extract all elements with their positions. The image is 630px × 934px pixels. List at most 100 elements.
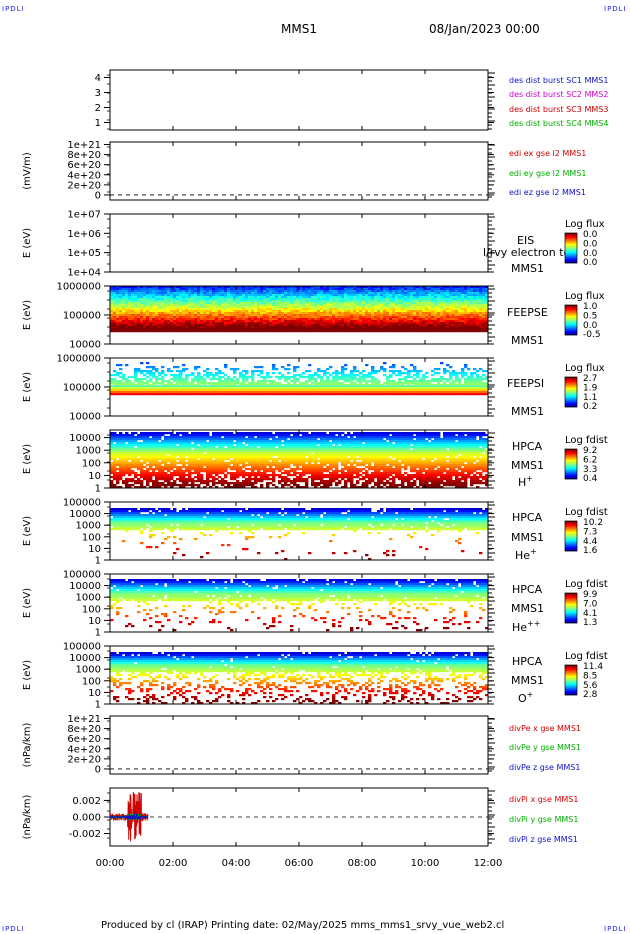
colorbar-step xyxy=(565,308,577,310)
colorbar-step xyxy=(565,605,577,607)
ylabel: E (eV) xyxy=(22,228,33,258)
instrument-name: HPCA xyxy=(512,511,543,524)
colorbar-step xyxy=(565,531,577,533)
ytick-label: 1 xyxy=(95,628,101,639)
colorbar-step xyxy=(565,330,577,332)
colorbar-step xyxy=(565,677,577,679)
colorbar-step xyxy=(565,682,577,684)
colorbar-step xyxy=(565,463,577,465)
colorbar-step xyxy=(565,550,577,552)
colorbar-step xyxy=(565,244,577,246)
colorbar-step xyxy=(565,614,577,616)
species-label: H+ xyxy=(518,474,533,489)
colorbar-step xyxy=(565,611,577,613)
ytick-label: 100000 xyxy=(63,498,101,509)
colorbar-label: 11.4 xyxy=(583,662,603,672)
colorbar-step xyxy=(565,537,577,539)
colorbar-step xyxy=(565,321,577,323)
xtick-label: 02:00 xyxy=(159,858,188,869)
colorbar-step xyxy=(565,305,577,307)
colorbar-step xyxy=(565,464,577,466)
ytick-label: 0.000 xyxy=(72,813,101,824)
colorbar-step xyxy=(565,316,577,318)
colorbar-step xyxy=(565,326,577,328)
colorbar-step xyxy=(565,250,577,252)
instrument-name: HPCA xyxy=(512,583,543,596)
ytick-label: 1 xyxy=(95,700,101,711)
panel-frame xyxy=(109,213,489,273)
ytick-label: 6e+20 xyxy=(67,734,101,745)
colorbar-step xyxy=(565,400,577,402)
colorbar-step xyxy=(565,528,577,530)
footer-text: Produced by cl (IRAP) Printing date: 02/… xyxy=(101,920,505,931)
colorbar-step xyxy=(565,521,577,523)
ytick-label: 100 xyxy=(82,458,101,469)
colorbar-step xyxy=(565,610,577,612)
colorbar-step xyxy=(565,467,577,469)
colorbar-step xyxy=(565,462,577,464)
colorbar-step xyxy=(565,325,577,327)
colorbar-step xyxy=(565,533,577,535)
colorbar-step xyxy=(565,398,577,400)
colorbar-step xyxy=(565,320,577,322)
colorbar-step xyxy=(565,394,577,396)
colorbar-step xyxy=(565,688,577,690)
colorbar-title: Log flux xyxy=(565,363,605,374)
colorbar-step xyxy=(565,382,577,384)
colorbar-step xyxy=(565,538,577,540)
colorbar-step xyxy=(565,456,577,458)
colorbar-step xyxy=(565,310,577,312)
colorbar-step xyxy=(565,670,577,672)
colorbar-step xyxy=(565,469,577,471)
colorbar-step xyxy=(565,388,577,390)
instrument-name: MMS1 xyxy=(511,531,544,544)
colorbar-label: 9.2 xyxy=(583,446,597,456)
colorbar-step xyxy=(565,395,577,397)
species-label: He+ xyxy=(515,547,537,562)
colorbar-step xyxy=(565,471,577,473)
colorbar-frame xyxy=(564,448,578,480)
colorbar-step xyxy=(565,540,577,542)
instrument-name: MMS1 xyxy=(511,405,544,418)
colorbar-step xyxy=(565,668,577,670)
colorbar-step xyxy=(565,255,577,257)
ytick-label: 100000 xyxy=(63,642,101,653)
colorbar-label: 1.9 xyxy=(583,383,598,393)
colorbar-step xyxy=(565,609,577,611)
legend-entry: des dist burst SC1 MMS1 xyxy=(509,76,608,85)
ytick-label: 8e+20 xyxy=(67,150,101,161)
colorbar-label: 8.5 xyxy=(583,671,597,681)
colorbar-step xyxy=(565,667,577,669)
colorbar-title: Log fdist xyxy=(565,651,608,662)
colorbar-step xyxy=(565,475,577,477)
colorbar-step xyxy=(565,599,577,601)
ylabel: E (eV) xyxy=(22,516,33,546)
colorbar-label: 1.1 xyxy=(583,393,597,403)
colorbar-step xyxy=(565,602,577,604)
colorbar-step xyxy=(565,690,577,692)
spectrogram-feepse xyxy=(110,286,489,333)
ytick-label: 2e+20 xyxy=(67,180,101,191)
ytick-label: 100000 xyxy=(63,383,101,394)
ytick-label: 4 xyxy=(95,73,101,84)
colorbar-step xyxy=(565,601,577,603)
colorbar-step xyxy=(565,607,577,609)
colorbar-step xyxy=(565,306,577,308)
colorbar-step xyxy=(565,403,577,405)
colorbar-step xyxy=(565,402,577,404)
colorbar-frame xyxy=(564,304,578,336)
colorbar-label: 0.2 xyxy=(583,402,597,412)
colorbar-step xyxy=(565,683,577,685)
colorbar-step xyxy=(565,387,577,389)
colorbar-step xyxy=(565,523,577,525)
ytick-label: 1 xyxy=(95,484,101,495)
colorbar-step xyxy=(565,685,577,687)
colorbar-step xyxy=(565,309,577,311)
ylabel: E (eV) xyxy=(22,372,33,402)
overlay-text: l/rvy electron to xyxy=(483,246,571,259)
colorbar-step xyxy=(565,453,577,455)
ytick-label: 1e+21 xyxy=(67,140,101,151)
xtick-label: 10:00 xyxy=(411,858,440,869)
colorbar-step xyxy=(565,473,577,475)
colorbar-step xyxy=(565,468,577,470)
